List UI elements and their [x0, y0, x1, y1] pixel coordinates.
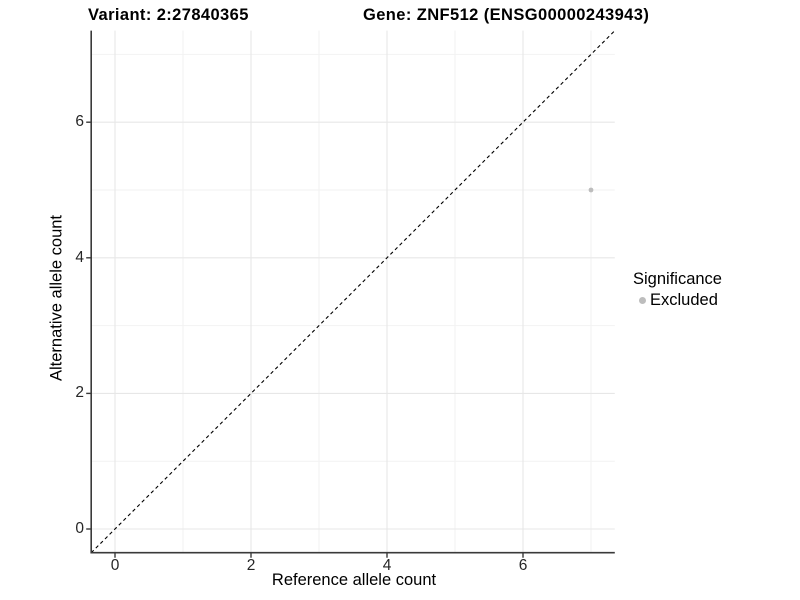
- legend-dot-icon: [639, 296, 646, 304]
- legend-title: Significance: [633, 270, 722, 288]
- legend-item-label: Excluded: [650, 291, 718, 309]
- y-tick-label: 4: [75, 248, 84, 266]
- legend: Significance Excluded: [632, 270, 722, 309]
- y-tick-label: 0: [75, 520, 84, 537]
- y-tick-label: 6: [75, 113, 84, 131]
- x-tick-label: 2: [246, 557, 256, 574]
- y-tick-label: 2: [75, 384, 84, 402]
- gene-title: Gene: ZNF512 (ENSG00000243943): [363, 6, 650, 24]
- x-tick-label: 4: [382, 557, 392, 574]
- x-tick-label: 0: [110, 557, 120, 574]
- y-axis-title: Alternative allele count: [47, 214, 66, 382]
- identity-reference-line: [90, 30, 616, 554]
- variant-title: Variant: 2:27840365: [88, 6, 249, 24]
- x-tick-label: 6: [518, 557, 528, 574]
- data-point: [588, 187, 594, 193]
- legend-item-excluded: Excluded: [632, 291, 722, 309]
- x-axis-title: Reference allele count: [271, 571, 437, 589]
